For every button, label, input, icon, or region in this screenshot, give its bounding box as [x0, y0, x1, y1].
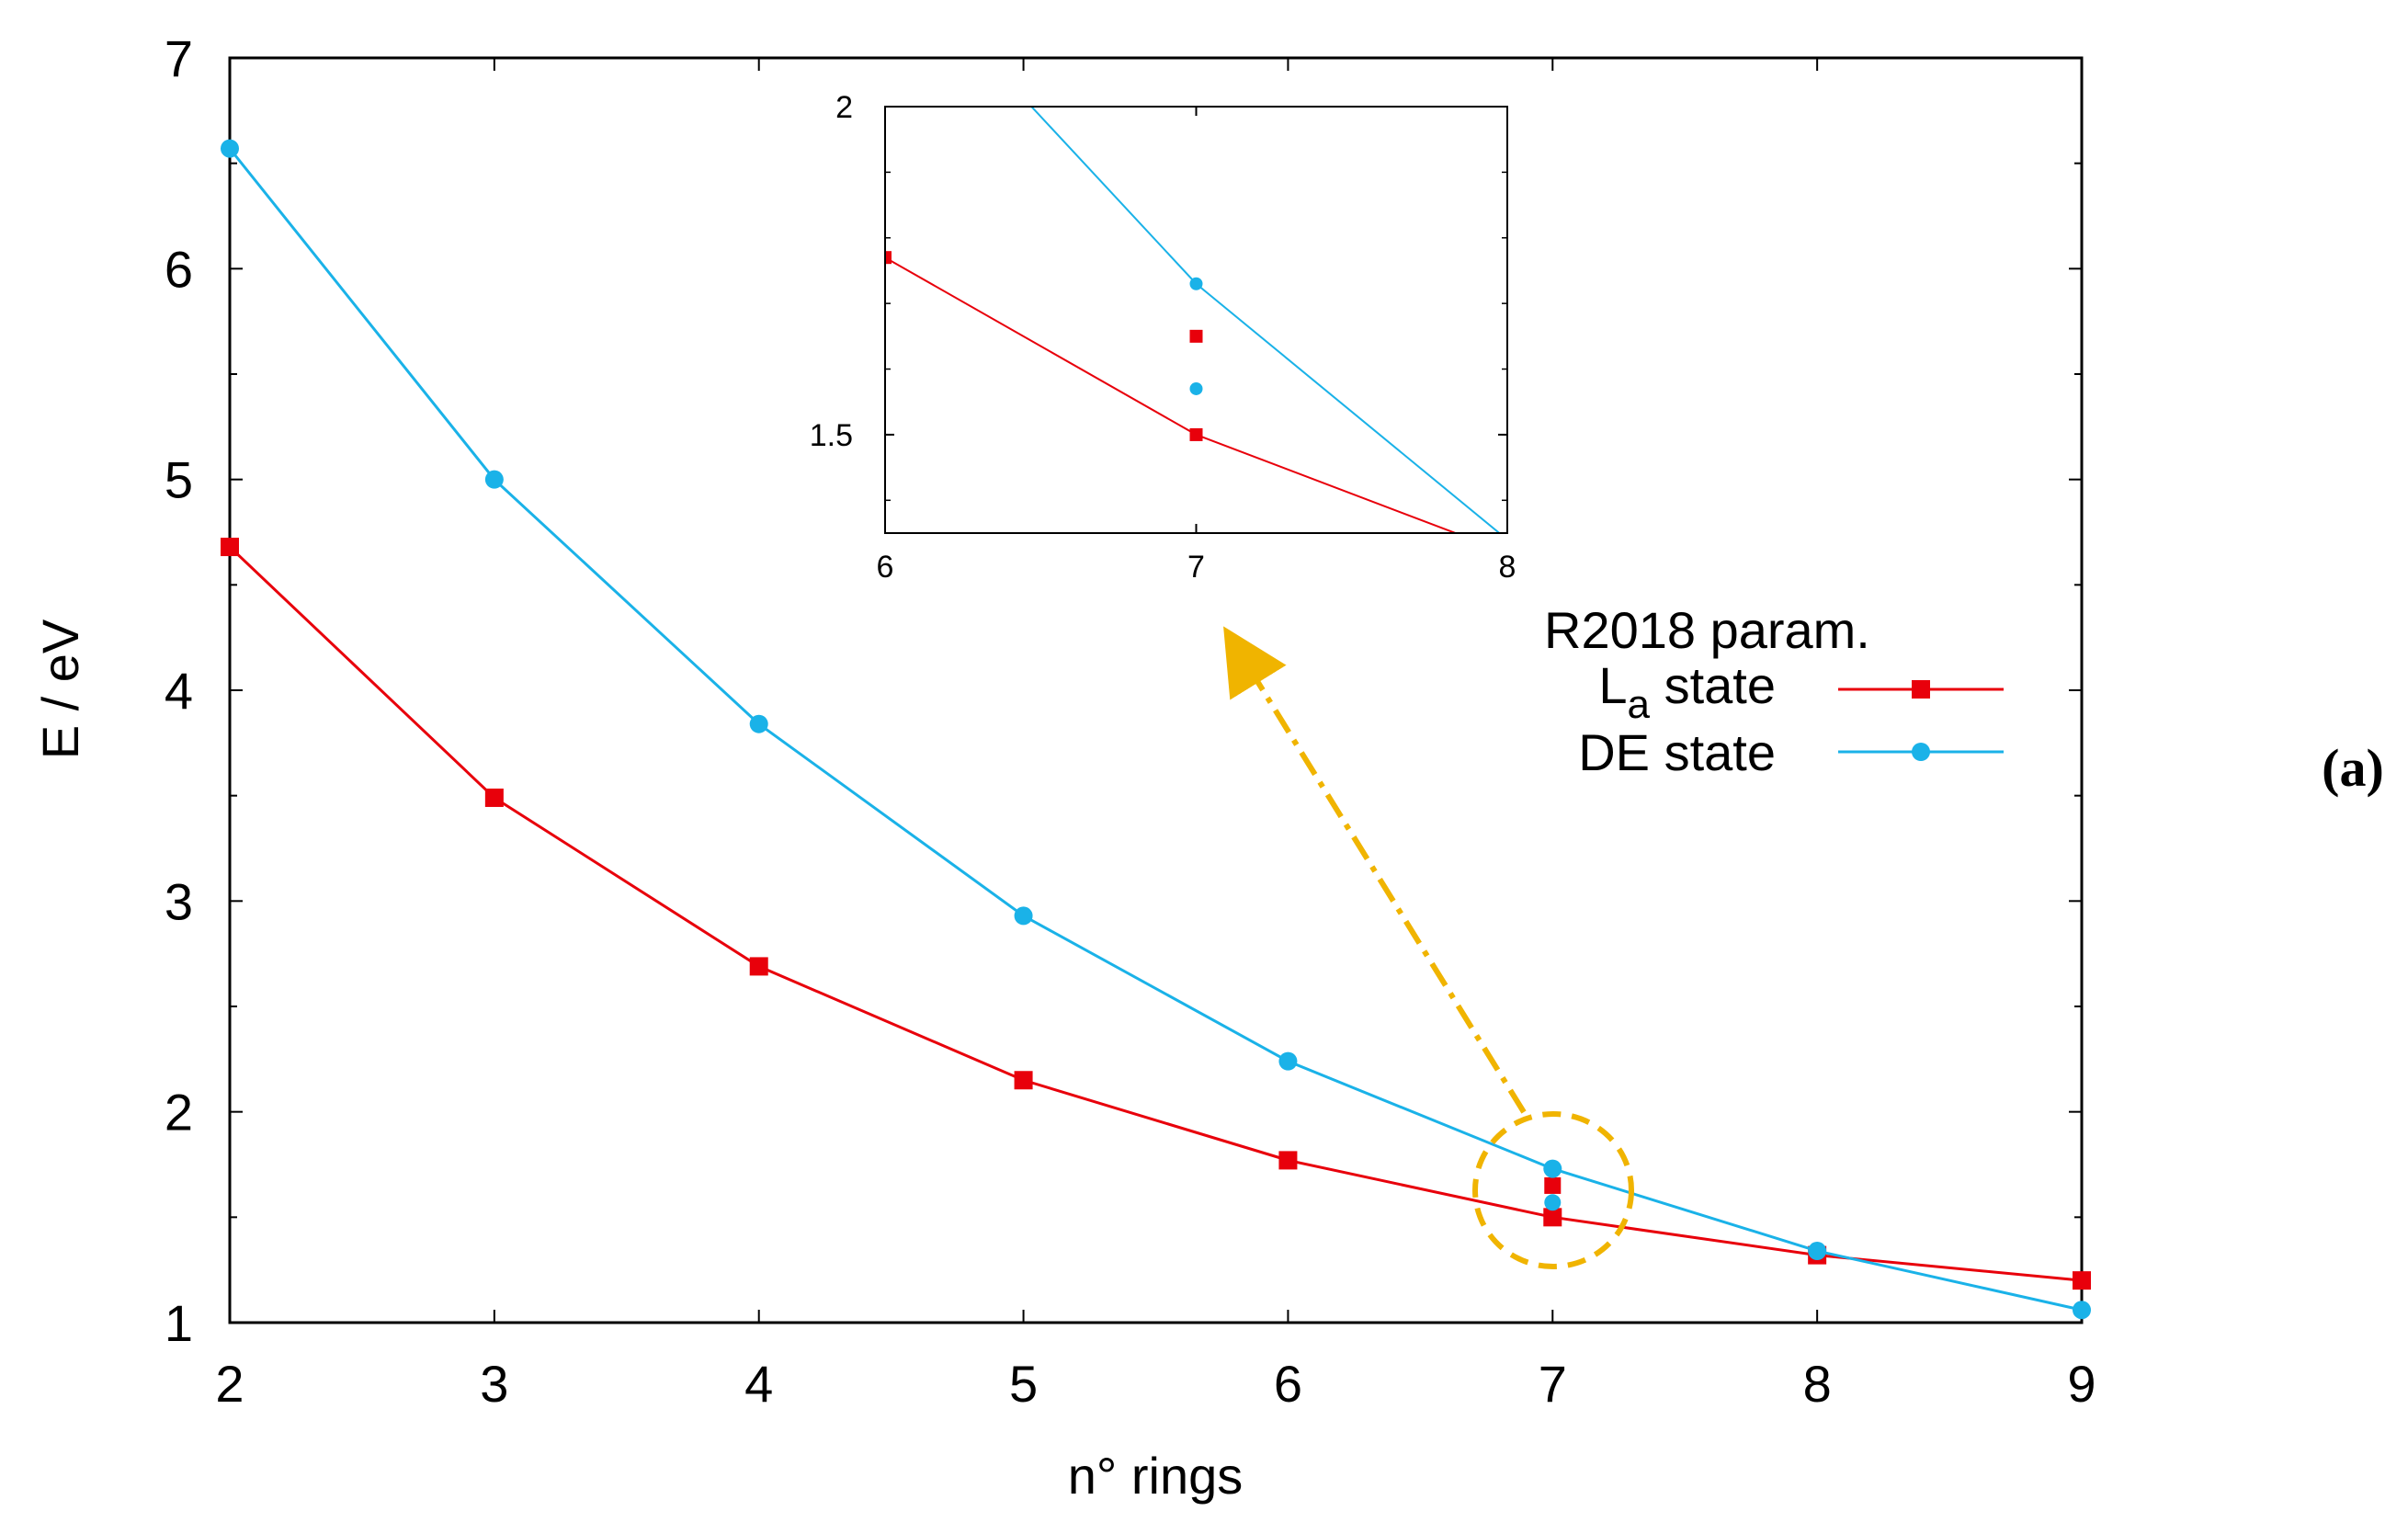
data-point-La	[2073, 1271, 2091, 1290]
x-tick-label: 9	[2067, 1355, 2096, 1413]
extra-point-La	[1544, 1176, 1562, 1194]
y-tick-label: 1	[165, 1294, 193, 1352]
x-tick-label: 8	[1803, 1355, 1832, 1413]
y-tick-label: 4	[165, 662, 193, 720]
y-tick-label: 5	[165, 451, 193, 509]
legend-title: R2018 param.	[1544, 601, 1870, 659]
inset-x-tick-label: 7	[1187, 550, 1205, 585]
inset-plot-frame	[884, 106, 1508, 534]
inset-series	[568, 2, 1825, 730]
series-DE	[221, 139, 2091, 1320]
y-tick-label: 7	[165, 29, 193, 87]
series-La	[221, 538, 2091, 1290]
data-point-DE	[1014, 906, 1033, 926]
main-series	[221, 139, 2091, 1320]
inset-series-DE	[1029, 107, 1825, 730]
data-point-La	[1014, 1071, 1033, 1090]
data-point-DE	[221, 139, 239, 158]
data-point-DE	[1278, 1051, 1298, 1071]
inset-x-tick-label: 8	[1499, 550, 1516, 585]
x-tick-label: 6	[1274, 1355, 1302, 1413]
y-tick-label: 3	[165, 872, 193, 930]
data-point-DE	[1543, 1159, 1562, 1178]
inset-data-point-La	[885, 251, 892, 265]
inset-data-point-DE	[1812, 717, 1825, 730]
y-tick-label: 6	[165, 240, 193, 298]
inset-data-point-DE	[1501, 533, 1514, 546]
inset-frame-overlay	[884, 106, 1508, 534]
x-tick-label: 3	[480, 1355, 508, 1413]
data-point-La	[749, 957, 768, 976]
data-point-La	[1543, 1208, 1562, 1227]
zoom-arrow	[1223, 626, 1527, 1114]
inset-data-point-DE	[1189, 277, 1203, 290]
panel-label: (a)	[2322, 738, 2384, 798]
inset-x-tick-label: 6	[877, 550, 894, 585]
legend: R2018 param. La state DE state	[1544, 601, 2004, 781]
inset-series-La	[568, 2, 1459, 533]
extra-point-DE	[1544, 1194, 1562, 1211]
series-line-DE	[228, 147, 2083, 1312]
zoom-ellipse	[1472, 1111, 1634, 1269]
x-tick-label: 4	[744, 1355, 773, 1413]
inset-y-tick-label: 1.5	[810, 418, 853, 453]
data-point-La	[484, 788, 504, 807]
series-line-La	[228, 545, 2083, 1282]
y-axis-label: E / eV	[31, 619, 89, 759]
inset-y-tick-label: 2	[835, 90, 853, 125]
data-point-DE	[484, 470, 504, 489]
x-tick-label: 7	[1539, 1355, 1567, 1413]
data-point-La	[221, 538, 239, 557]
data-point-La	[1278, 1151, 1298, 1170]
x-tick-label: 2	[215, 1355, 244, 1413]
y-tick-label: 2	[165, 1084, 193, 1142]
inset-series-line-DE	[1029, 107, 1501, 533]
legend-de-marker	[1912, 743, 1930, 761]
data-point-DE	[1808, 1242, 1827, 1261]
x-tick-label: 5	[1009, 1355, 1038, 1413]
x-axis-label: n° rings	[1068, 1447, 1243, 1505]
legend-entry-de-label: DE state	[1578, 723, 1776, 781]
legend-la-marker	[1912, 680, 1930, 699]
inset-data-point-La	[568, 2, 581, 15]
inset-extra-point-DE	[1189, 381, 1203, 395]
inset-extra-point-La	[1189, 329, 1203, 343]
data-point-DE	[749, 714, 768, 733]
legend-entry-la-label: La state	[1598, 656, 1776, 727]
data-point-DE	[2073, 1301, 2091, 1320]
inset-data-point-La	[1189, 427, 1203, 441]
